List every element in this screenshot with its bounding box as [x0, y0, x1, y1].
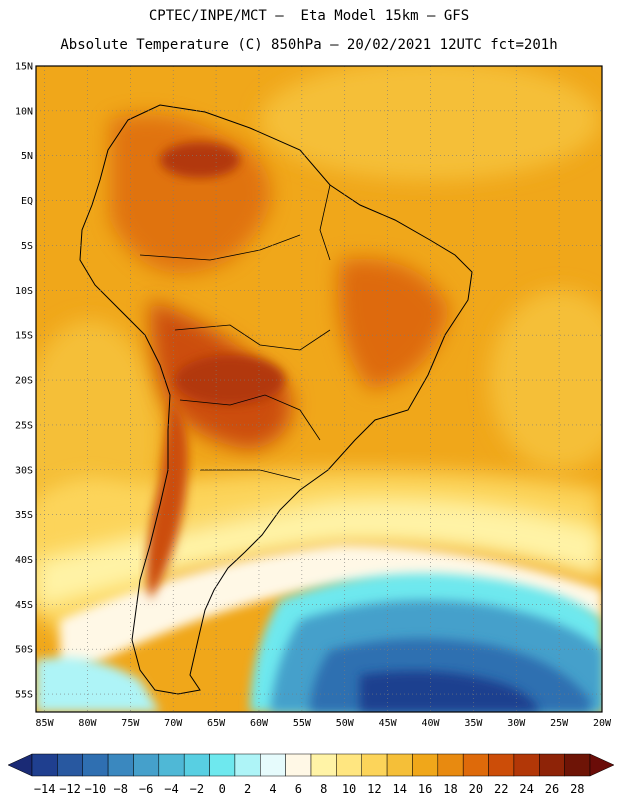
colorbar-label: 12 [367, 782, 381, 796]
colorbar-swatch [107, 753, 134, 777]
colorbar-label: −2 [190, 782, 204, 796]
colorbar-label: −10 [85, 782, 107, 796]
lat-label: 15N [15, 62, 33, 73]
lon-label: 55W [293, 718, 312, 729]
longitude-labels: 85W 80W 75W 70W 65W 60W 55W 50W 45W 40W 35W 30W 25W 2… [36, 718, 612, 729]
lat-label: 25S [15, 420, 33, 431]
colorbar-swatch [158, 753, 185, 777]
lat-label: 10S [15, 286, 33, 297]
lat-label: 40S [15, 555, 33, 566]
lon-label: 65W [207, 718, 226, 729]
colorbar-swatch [539, 753, 565, 777]
colorbar-swatch [82, 753, 109, 777]
lat-label: EQ [21, 196, 33, 207]
colorbar-label: 18 [443, 782, 457, 796]
lat-label: 5N [21, 151, 33, 162]
lon-label: 30W [507, 718, 526, 729]
map-title-line1: CPTEC/INPE/MCT – Eta Model 15km – GFS [148, 8, 470, 24]
colorbar-swatch [361, 753, 388, 777]
colorbar-swatch [57, 753, 83, 777]
latitude-labels: 15N 10N 5N EQ 5S 10S 15S 20S 25S 30S 35S 40S 45S 50S 5… [15, 62, 33, 701]
colorbar-label: 2 [244, 782, 251, 796]
lon-label: 35W [464, 718, 483, 729]
colorbar-swatch [209, 753, 236, 777]
colorbar-swatch [31, 753, 58, 777]
colorbar-swatch [386, 753, 413, 777]
colorbar-label: −6 [139, 782, 153, 796]
colorbar-label: 16 [418, 782, 432, 796]
colorbar-label: 4 [269, 782, 276, 796]
colorbar-swatch [260, 753, 286, 777]
colorbar-label: 10 [342, 782, 356, 796]
colorbar-label: −4 [164, 782, 178, 796]
lat-label: 30S [15, 465, 33, 476]
lat-label: 5S [21, 241, 33, 252]
colorbar-label: 22 [494, 782, 508, 796]
colorbar-label: 0 [219, 782, 226, 796]
lon-label: 50W [336, 718, 355, 729]
colorbar-high-arrow [589, 753, 615, 777]
colorbar-label: 24 [519, 782, 533, 796]
colorbar-label: −12 [59, 782, 81, 796]
colorbar-swatch [462, 753, 489, 777]
colorbar-swatch [564, 753, 591, 777]
lat-label: 45S [15, 600, 33, 611]
lon-label: 25W [550, 718, 569, 729]
lon-label: 60W [250, 718, 269, 729]
map-frame [35, 65, 603, 713]
lon-label: 45W [379, 718, 398, 729]
colorbar-label: −14 [34, 782, 56, 796]
lon-label: 40W [421, 718, 440, 729]
lon-label: 85W [36, 718, 55, 729]
colorbar-label: 20 [469, 782, 483, 796]
lon-label: 75W [121, 718, 140, 729]
lon-label: 80W [78, 718, 97, 729]
lat-label: 35S [15, 510, 33, 521]
lat-label: 20S [15, 376, 33, 387]
colorbar-swatch [310, 753, 337, 777]
colorbar-label: 8 [320, 782, 327, 796]
lon-label: 70W [164, 718, 183, 729]
colorbar-label: 14 [393, 782, 407, 796]
map-title-line2: Absolute Temperature (C) 850hPa – 20/02/… [60, 37, 558, 53]
lon-label: 20W [593, 718, 612, 729]
colorbar-swatch [183, 753, 210, 777]
colorbar-swatch [133, 753, 160, 777]
colorbar-low-arrow [7, 753, 33, 777]
colorbar-label: 6 [295, 782, 302, 796]
colorbar-label: 26 [545, 782, 559, 796]
colorbar-swatch [513, 753, 540, 777]
colorbar-swatch [437, 753, 464, 777]
colorbar-label: −8 [114, 782, 128, 796]
temperature-field [36, 66, 602, 712]
lat-label: 55S [15, 690, 33, 701]
colorbar-swatch [412, 753, 439, 777]
lat-label: 50S [15, 645, 33, 656]
colorbar-swatch [488, 753, 515, 777]
colorbar-label: 28 [570, 782, 584, 796]
colorbar-swatch [285, 753, 312, 777]
lat-label: 15S [15, 331, 33, 342]
lat-label: 10N [15, 106, 33, 117]
colorbar-swatch [336, 753, 362, 777]
colorbar-swatch [234, 753, 261, 777]
colorbar: −14 −12 −10 −8 −6 −4 −2 0 2 4 6 8 10 12 14 16 18 20 22 24 26… [7, 753, 615, 796]
